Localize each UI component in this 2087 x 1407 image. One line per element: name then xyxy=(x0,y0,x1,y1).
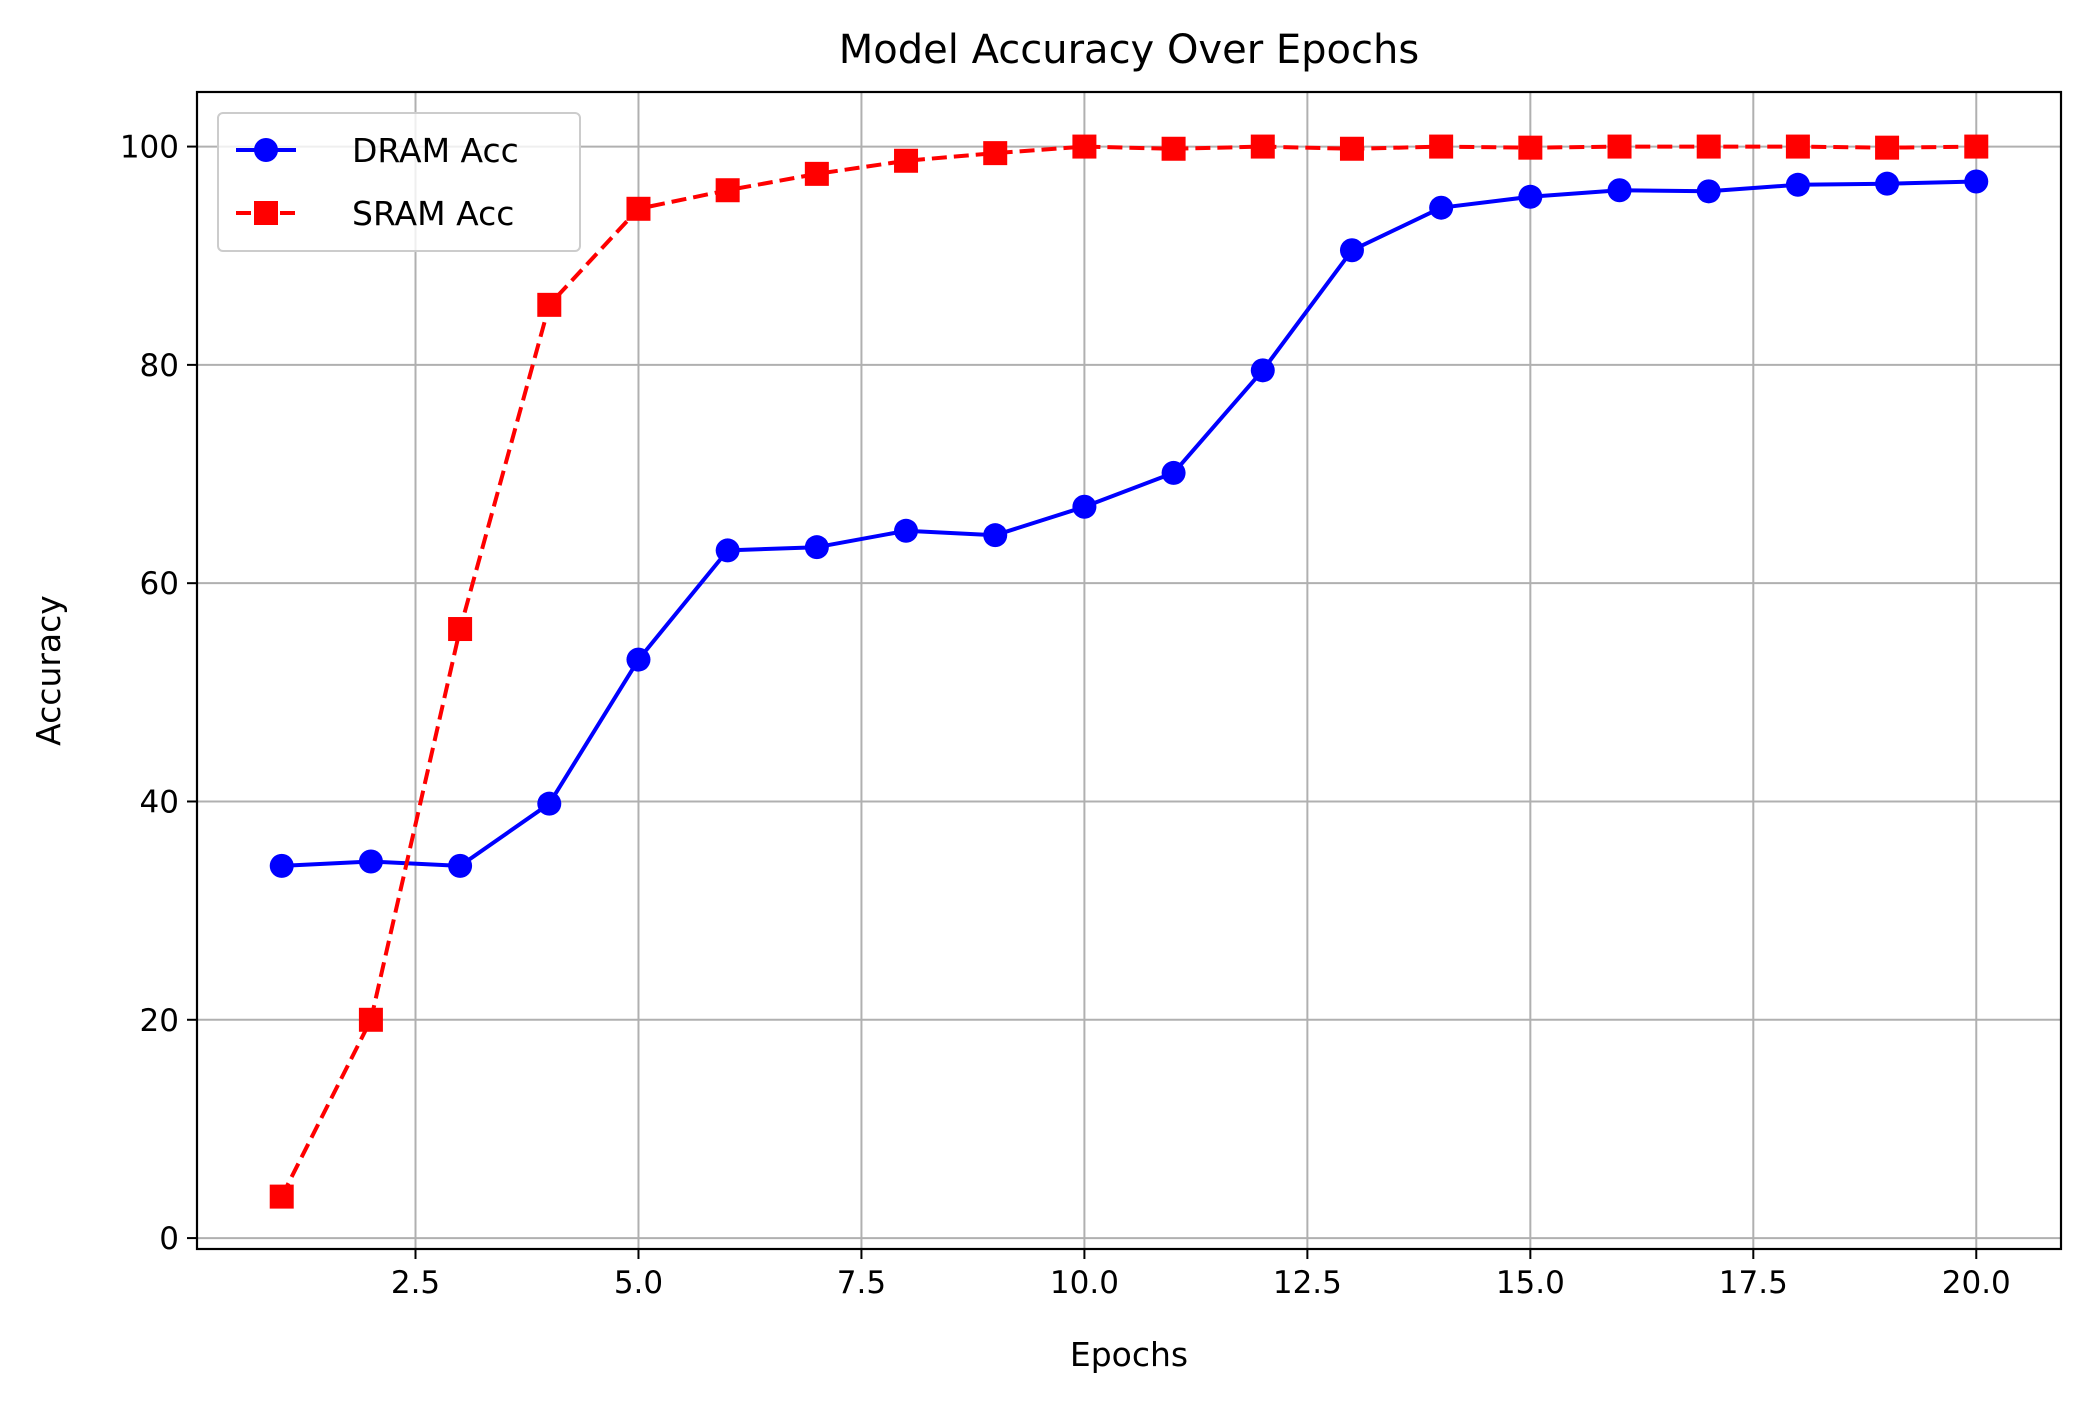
data-point xyxy=(983,141,1008,166)
series-markers xyxy=(269,134,1989,1209)
legend-label-1: SRAM Acc xyxy=(352,194,514,233)
grid xyxy=(197,92,2061,1249)
data-point xyxy=(537,292,562,317)
data-point xyxy=(1518,135,1543,160)
y-tick-label: 80 xyxy=(140,348,179,384)
data-point xyxy=(1161,460,1186,485)
legend-marker-1 xyxy=(254,201,278,225)
x-tick-label: 20.0 xyxy=(1942,1265,2011,1301)
data-point xyxy=(358,1007,383,1032)
y-axis-ticks: 0 20 40 60 80 100 xyxy=(120,130,197,1257)
data-point xyxy=(1607,134,1632,159)
legend: DRAM Acc SRAM Acc xyxy=(217,112,581,252)
data-point xyxy=(448,617,473,642)
data-point xyxy=(1429,134,1454,159)
series-lines xyxy=(279,144,1977,1198)
data-point xyxy=(1250,134,1275,159)
data-point xyxy=(1339,238,1364,263)
data-point xyxy=(1072,134,1097,159)
plot-frame xyxy=(195,90,2063,1251)
y-tick-label: 0 xyxy=(159,1221,179,1257)
x-tick-label: 12.5 xyxy=(1273,1265,1342,1301)
data-point xyxy=(804,535,829,560)
series-line-0 xyxy=(281,179,1977,868)
legend-label-0: DRAM Acc xyxy=(352,131,519,170)
legend-box xyxy=(217,112,581,252)
data-point xyxy=(1250,358,1275,383)
data-point xyxy=(626,647,651,672)
x-tick-label: 17.5 xyxy=(1719,1265,1788,1301)
y-tick-label: 100 xyxy=(120,130,179,166)
legend-marker-0 xyxy=(254,138,278,162)
x-axis-title: Epochs xyxy=(1070,1335,1188,1374)
data-point xyxy=(1518,184,1543,209)
data-point xyxy=(1964,134,1989,159)
data-point xyxy=(1785,134,1810,159)
data-point xyxy=(1429,195,1454,220)
series-line-1 xyxy=(279,144,1977,1198)
data-point xyxy=(1161,136,1186,161)
data-point xyxy=(804,161,829,186)
data-point xyxy=(626,196,651,221)
data-point xyxy=(537,791,562,816)
x-tick-label: 7.5 xyxy=(837,1265,886,1301)
data-point xyxy=(269,1184,294,1209)
y-tick-label: 20 xyxy=(140,1003,179,1039)
data-point xyxy=(269,853,294,878)
data-point xyxy=(1696,134,1721,159)
data-point xyxy=(1696,179,1721,204)
data-point xyxy=(358,849,383,874)
x-tick-label: 10.0 xyxy=(1050,1265,1119,1301)
chart-title: Model Accuracy Over Epochs xyxy=(839,27,1419,73)
x-tick-label: 15.0 xyxy=(1496,1265,1565,1301)
data-point xyxy=(894,148,919,173)
data-point xyxy=(1875,135,1900,160)
y-axis-title: Accuracy xyxy=(29,595,68,746)
data-point xyxy=(448,853,473,878)
data-point xyxy=(715,178,740,203)
x-tick-label: 2.5 xyxy=(391,1265,440,1301)
data-point xyxy=(715,538,740,563)
data-point xyxy=(1964,169,1989,194)
data-point xyxy=(983,523,1008,548)
y-tick-label: 40 xyxy=(140,784,179,820)
x-tick-label: 5.0 xyxy=(614,1265,663,1301)
data-point xyxy=(1607,178,1632,203)
data-point xyxy=(1875,171,1900,196)
data-point xyxy=(894,518,919,543)
data-point xyxy=(1785,172,1810,197)
x-axis-ticks: 2.5 5.0 7.5 10.0 12.5 15.0 17.5 20.0 xyxy=(391,1249,2011,1301)
data-point xyxy=(1072,494,1097,519)
data-point xyxy=(1339,136,1364,161)
y-tick-label: 60 xyxy=(140,566,179,602)
